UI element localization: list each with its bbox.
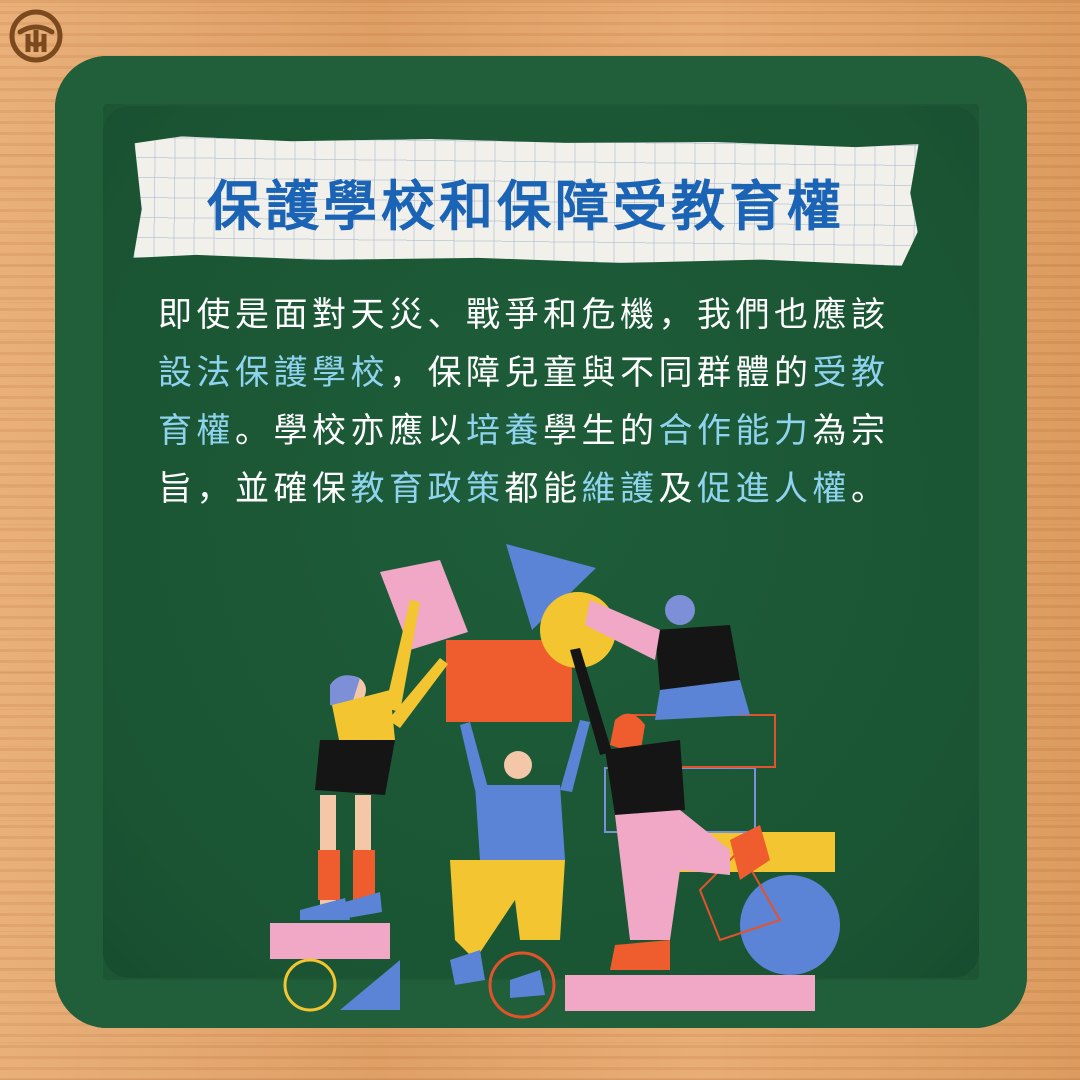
highlighted-text: 設法保護學校 — [158, 353, 389, 393]
blue-triangle-held — [506, 544, 596, 630]
organization-logo-icon — [9, 9, 63, 63]
body-text-segment: 及 — [658, 469, 697, 509]
highlighted-text: 受教 — [812, 353, 890, 393]
pink-block-bottom — [565, 975, 815, 1011]
highlighted-text: 促進人權 — [697, 469, 851, 509]
body-line: 設法保護學校，保障兒童與不同群體的受教 — [158, 344, 958, 402]
body-text-segment: 。 — [851, 469, 890, 509]
highlighted-text: 維護 — [581, 469, 659, 509]
body-text-segment: 學生的 — [543, 411, 659, 451]
pink-block-left — [270, 923, 390, 959]
body-text-segment: 即使是面對天災、戰爭和危機，我們也應該 — [158, 295, 890, 335]
yellow-ring — [283, 958, 337, 1012]
orange-ring — [488, 951, 556, 1019]
blue-triangle-bottom — [340, 960, 400, 1010]
body-text-segment: ，保障兒童與不同群體的 — [389, 353, 813, 393]
body-text-segment: 旨，並確保 — [158, 469, 351, 509]
blue-circle-right — [740, 875, 840, 975]
body-text-segment: 。學校亦應以 — [235, 411, 466, 451]
teamwork-illustration — [270, 544, 840, 1019]
body-line: 旨，並確保教育政策都能維護及促進人權。 — [158, 460, 958, 518]
body-line: 育權。學校亦應以培養學生的合作能力為宗 — [158, 402, 958, 460]
body-paragraph: 即使是面對天災、戰爭和危機，我們也應該 設法保護學校，保障兒童與不同群體的受教 育權… — [158, 286, 958, 518]
pink-card-held — [380, 560, 468, 650]
highlighted-text: 育權 — [158, 411, 235, 451]
body-line: 即使是面對天災、戰爭和危機，我們也應該 — [158, 286, 958, 344]
page-title: 保護學校和保障受教育權 — [207, 174, 845, 238]
body-text-segment: 為宗 — [812, 411, 890, 451]
highlighted-text: 教育政策 — [350, 469, 505, 509]
body-text-segment: 都能 — [504, 469, 582, 509]
highlighted-text: 培養 — [466, 411, 543, 451]
highlighted-text: 合作能力 — [658, 411, 813, 451]
